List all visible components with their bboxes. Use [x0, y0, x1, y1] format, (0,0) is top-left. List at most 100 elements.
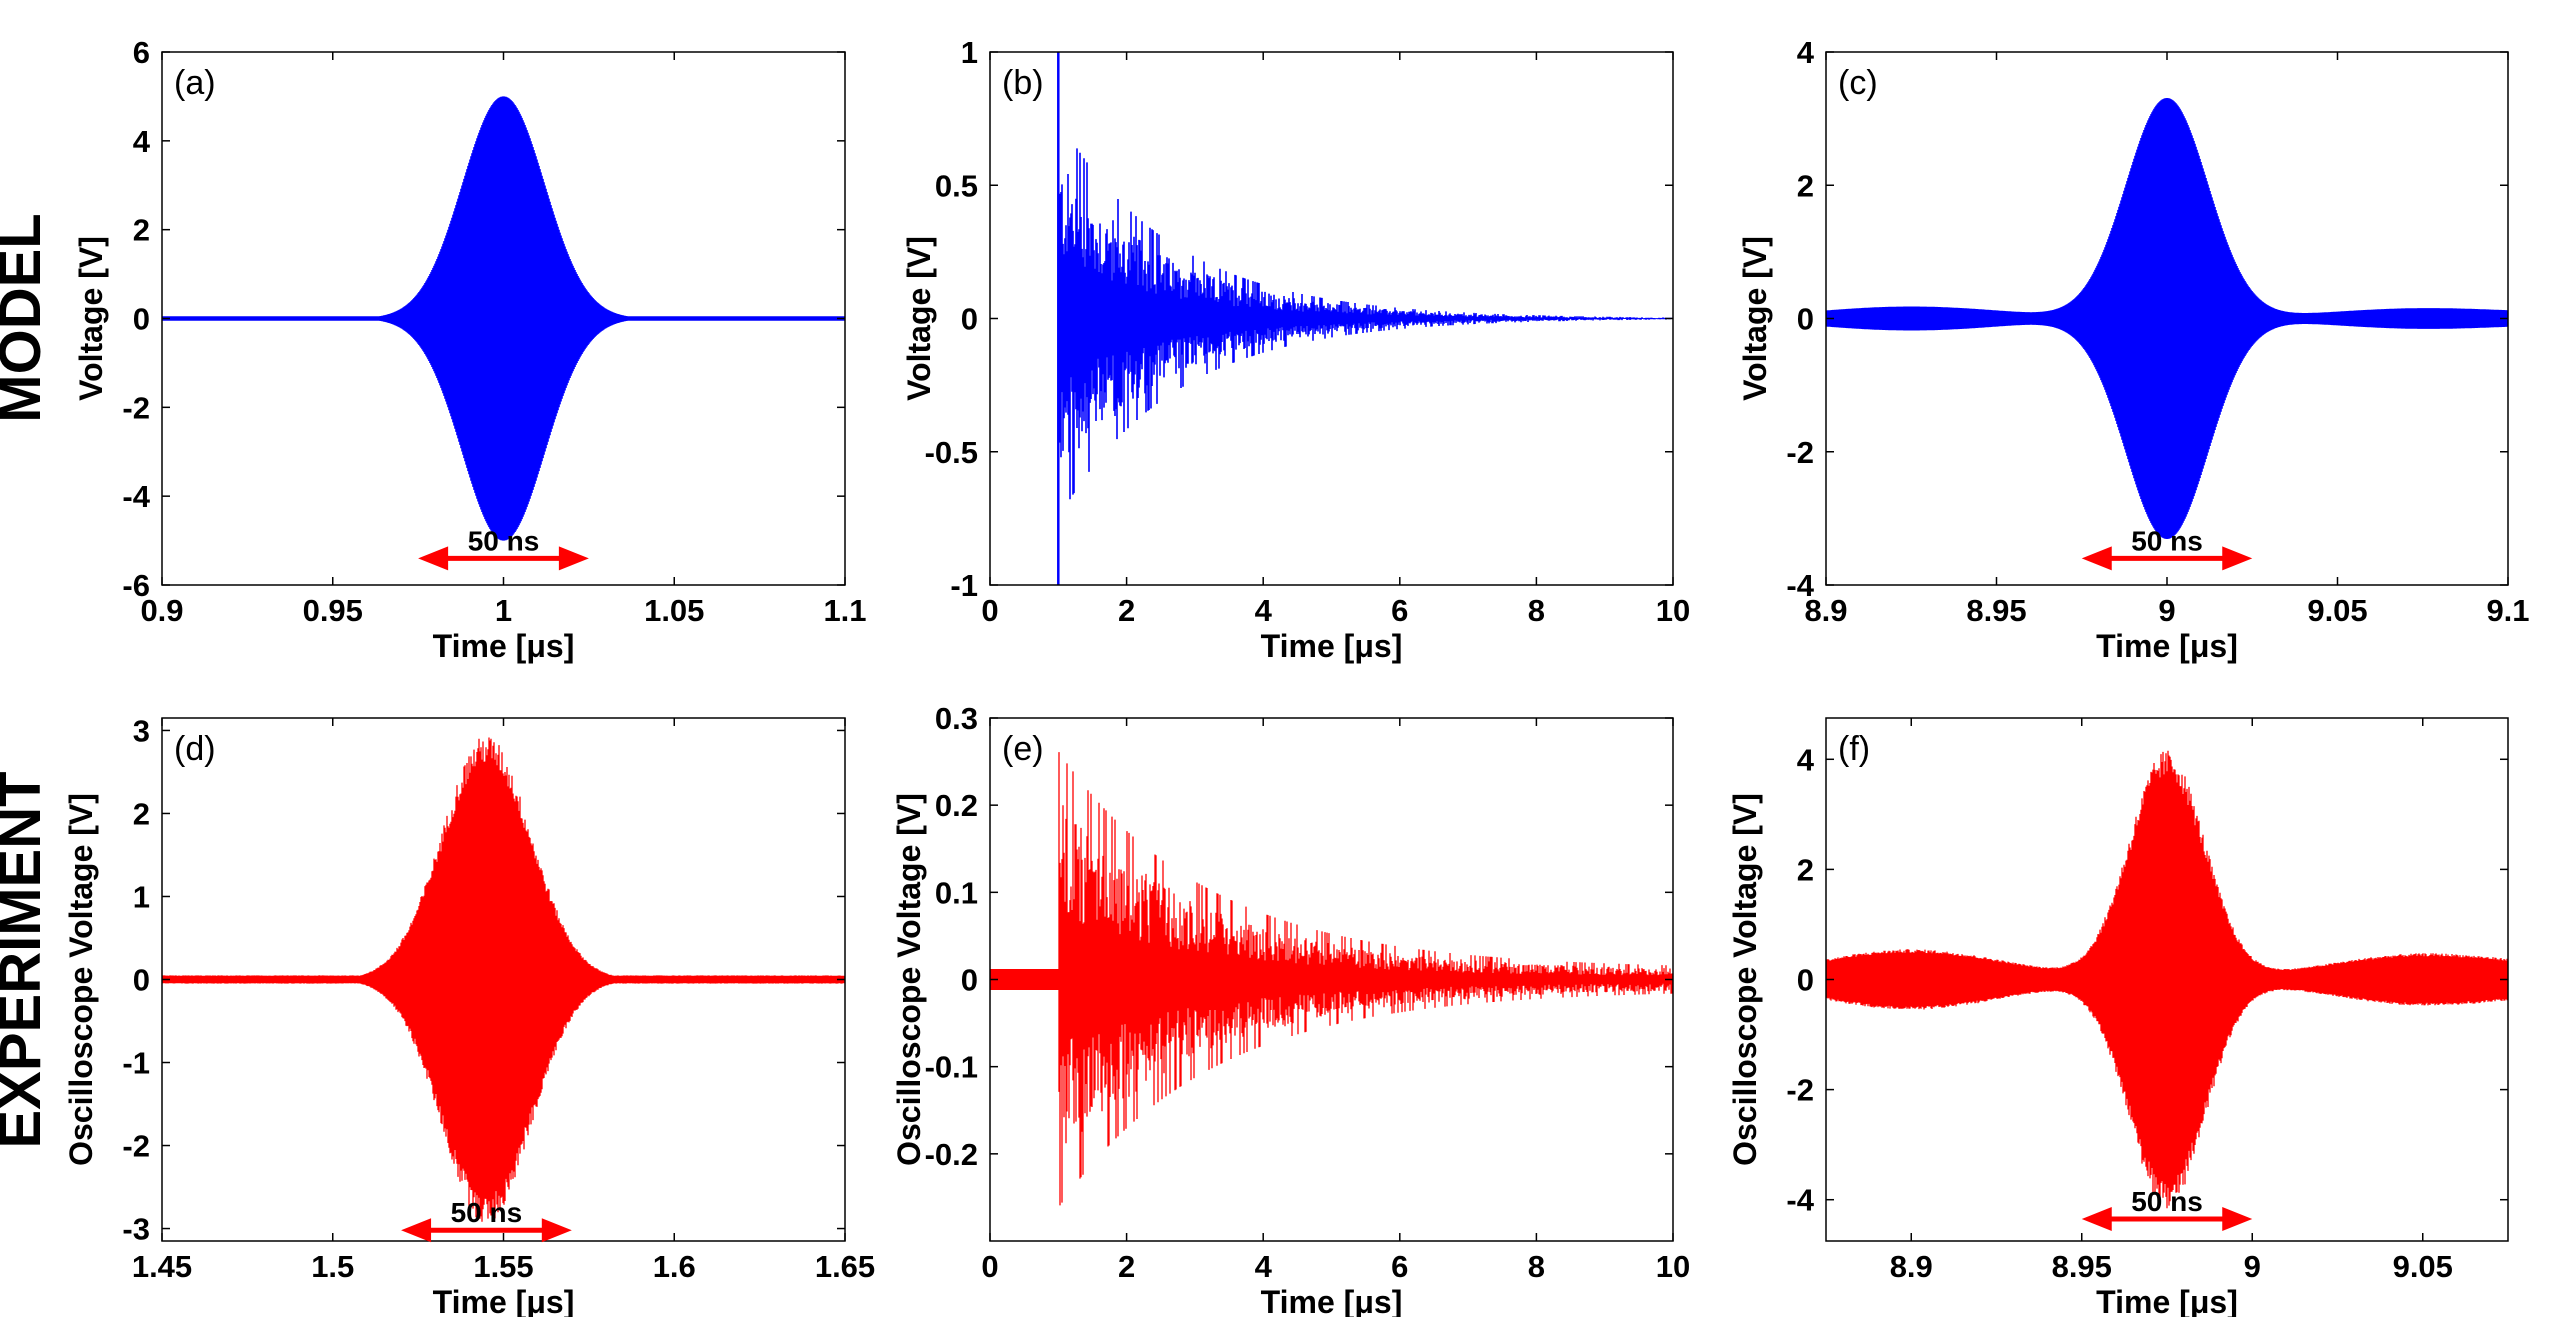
y-tick-label-e-2: 0 [961, 963, 978, 998]
y-tick-label-f-1: -2 [1786, 1073, 1814, 1108]
x-tick-label-a-2: 1 [495, 593, 512, 628]
x-tick-label-f-2: 9 [2244, 1249, 2261, 1284]
y-tick-label-f-0: -4 [1786, 1183, 1814, 1218]
duration-label-f: 50 ns [2131, 1186, 2203, 1217]
x-axis-title-c: Time [μs] [2096, 628, 2238, 664]
duration-label-c: 50 ns [2131, 525, 2203, 556]
y-tick-label-f-3: 2 [1797, 852, 1814, 887]
x-axis-title-d: Time [μs] [433, 1284, 575, 1317]
x-tick-label-f-3: 9.05 [2393, 1249, 2453, 1284]
duration-arrow-right-head-a [558, 546, 589, 571]
x-tick-label-e-2: 4 [1255, 1249, 1273, 1284]
x-tick-label-b-2: 4 [1255, 593, 1273, 628]
x-tick-label-b-0: 0 [981, 593, 998, 628]
y-tick-label-b-3: 0.5 [935, 168, 978, 203]
y-tick-label-c-4: 4 [1797, 35, 1815, 70]
y-tick-label-d-1: -2 [122, 1129, 150, 1164]
x-tick-label-c-0: 8.9 [1804, 593, 1847, 628]
x-tick-label-e-3: 6 [1391, 1249, 1408, 1284]
series-f-0 [1826, 750, 2508, 1209]
x-tick-label-e-0: 0 [981, 1249, 998, 1284]
y-tick-label-d-0: -3 [122, 1212, 150, 1247]
y-axis-title-c: Voltage [V] [1737, 236, 1773, 401]
y-tick-label-c-3: 2 [1797, 168, 1814, 203]
duration-arrow-left-head-d [401, 1218, 432, 1243]
x-tick-label-a-4: 1.1 [823, 593, 866, 628]
x-axis-title-a: Time [μs] [433, 628, 575, 664]
y-axis-title-b: Voltage [V] [901, 236, 937, 401]
y-tick-label-f-4: 4 [1797, 742, 1815, 777]
panel-label-a: (a) [174, 64, 216, 102]
duration-arrow-left-head-f [2081, 1206, 2112, 1231]
duration-label-a: 50 ns [468, 525, 540, 556]
y-tick-label-d-2: -1 [122, 1046, 150, 1081]
x-tick-label-d-3: 1.6 [653, 1249, 696, 1284]
row-label-experiment: EXPERIMENT [0, 771, 53, 1148]
series-c-0 [1826, 98, 2508, 539]
x-tick-label-a-1: 0.95 [303, 593, 363, 628]
series-e-0 [990, 752, 1673, 1206]
x-tick-label-d-0: 1.45 [132, 1249, 192, 1284]
x-tick-label-d-4: 1.65 [815, 1249, 875, 1284]
duration-arrow-c: 50 ns [2081, 525, 2253, 571]
y-tick-label-c-1: -2 [1786, 435, 1814, 470]
y-tick-label-a-0: -6 [122, 568, 150, 603]
y-tick-label-d-6: 3 [133, 713, 150, 748]
row-label-model: MODEL [0, 213, 53, 422]
duration-arrow-f: 50 ns [2081, 1186, 2253, 1231]
x-tick-label-c-2: 9 [2158, 593, 2175, 628]
x-tick-label-b-1: 2 [1118, 593, 1135, 628]
chart-panel-c: 8.9 8.95 9 9.05 9.1 -4 -2 0 2 4 Time [μs] Voltage [… [1737, 35, 2530, 664]
duration-arrow-d: 50 ns [401, 1197, 572, 1243]
series-d-0 [162, 737, 845, 1222]
x-tick-label-b-4: 8 [1528, 593, 1545, 628]
x-tick-label-a-0: 0.9 [140, 593, 183, 628]
chart-panel-a: 0.9 0.95 1 1.05 1.1 -6 -4 -2 0 2 4 6 Time [μs] Voltag… [73, 35, 867, 664]
x-tick-label-c-4: 9.1 [2486, 593, 2529, 628]
row-labels: MODEL EXPERIMENT [0, 213, 53, 1148]
x-tick-label-e-5: 10 [1656, 1249, 1690, 1284]
x-axis-title-e: Time [μs] [1261, 1284, 1403, 1317]
x-tick-label-d-1: 1.5 [311, 1249, 354, 1284]
panel-label-b: (b) [1002, 64, 1044, 102]
series-b-0 [1058, 148, 1673, 500]
x-tick-label-c-3: 9.05 [2307, 593, 2367, 628]
duration-arrow-right-head-f [2222, 1206, 2253, 1231]
y-tick-label-e-5: 0.3 [935, 701, 978, 736]
y-tick-label-d-4: 1 [133, 879, 150, 914]
duration-arrow-a: 50 ns [418, 525, 589, 571]
y-tick-label-a-4: 2 [133, 213, 150, 248]
y-tick-label-f-2: 0 [1797, 963, 1814, 998]
y-tick-label-a-1: -4 [122, 479, 150, 514]
x-tick-label-d-2: 1.55 [473, 1249, 533, 1284]
x-tick-label-a-3: 1.05 [644, 593, 704, 628]
y-axis-title-e: Oscilloscope Voltage [V] [891, 793, 927, 1166]
duration-arrow-right-head-c [2222, 546, 2253, 571]
x-tick-label-e-1: 2 [1118, 1249, 1135, 1284]
y-tick-label-e-0: -0.2 [925, 1137, 978, 1172]
x-tick-label-e-4: 8 [1528, 1249, 1545, 1284]
y-tick-label-d-3: 0 [133, 963, 150, 998]
y-tick-label-b-2: 0 [961, 302, 978, 337]
duration-label-d: 50 ns [451, 1197, 523, 1228]
x-axis-title-b: Time [μs] [1261, 628, 1403, 664]
y-tick-label-c-0: -4 [1786, 568, 1814, 603]
y-tick-label-a-6: 6 [133, 35, 150, 70]
y-tick-label-a-2: -2 [122, 390, 150, 425]
series-a-0 [162, 96, 845, 541]
x-tick-label-f-1: 8.95 [2052, 1249, 2112, 1284]
duration-arrow-left-head-a [418, 546, 449, 571]
chart-panel-b: 0 2 4 6 8 10 -1 -0.5 0 0.5 1 Time [μs] Voltage [V] (b… [901, 35, 1690, 664]
x-tick-label-b-5: 10 [1656, 593, 1690, 628]
panel-label-c: (c) [1838, 64, 1878, 102]
y-tick-label-e-4: 0.2 [935, 788, 978, 823]
y-axis-title-a: Voltage [V] [73, 236, 109, 401]
chart-panel-d: 1.45 1.5 1.55 1.6 1.65 -3 -2 -1 0 1 2 3 Time [μs] Osc… [63, 713, 875, 1317]
y-tick-label-a-5: 4 [133, 124, 151, 159]
x-tick-label-b-3: 6 [1391, 593, 1408, 628]
x-tick-label-f-0: 8.9 [1890, 1249, 1933, 1284]
chart-panel-f: 8.9 8.95 9 9.05 -4 -2 0 2 4 Time [μs] Oscilloscope… [1727, 717, 2509, 1317]
y-tick-label-c-2: 0 [1797, 302, 1814, 337]
y-tick-label-b-1: -0.5 [925, 435, 978, 470]
